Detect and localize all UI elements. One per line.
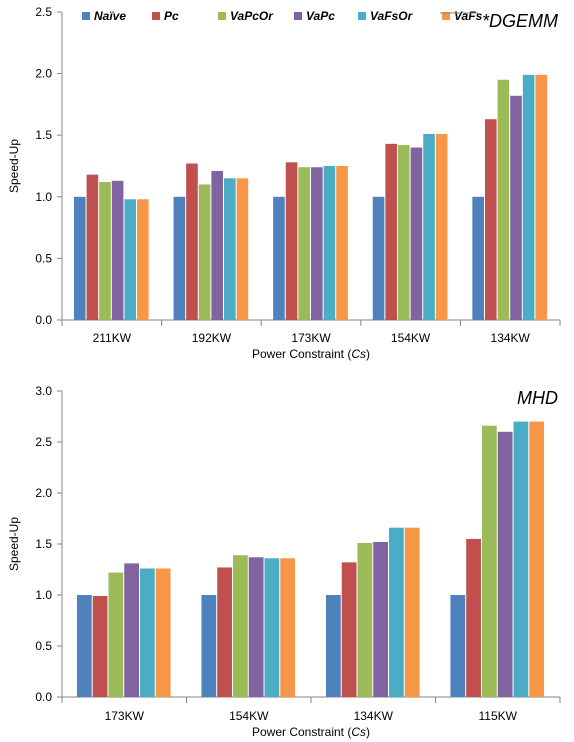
chart-2: 0.0 0.5 1.0 1.5 2.0 2.5 3.0 173KW 154KW 134KW 115K… (7, 384, 561, 739)
bar-vapcor (397, 145, 410, 320)
bar-vapcor (108, 572, 124, 697)
chart-title: *DGEMM (482, 11, 558, 31)
y-tick-label: 2.5 (35, 435, 52, 449)
bar-vapcor (298, 167, 310, 320)
bar-vafsor (224, 178, 236, 320)
x-tick-label: 192KW (192, 331, 232, 345)
y-tick-label: 0.0 (35, 313, 52, 327)
legend: Naïve Pc VaPcOr VaPc VaFsOr VaFs (82, 9, 483, 23)
bar-vafs (336, 166, 348, 320)
y-tick-label: 1.5 (35, 537, 52, 551)
bar-vapc (510, 95, 522, 320)
legend-label: Naïve (94, 9, 126, 23)
y-tick-label: 2.0 (35, 486, 52, 500)
bar-vafs (435, 133, 448, 320)
bar-vapc (410, 147, 423, 320)
x-tick-label: 154KW (391, 331, 431, 345)
bar-vapc (373, 541, 389, 697)
bar-vafsor (140, 568, 155, 697)
legend-swatch (82, 12, 90, 20)
bar-vapcor (198, 184, 211, 320)
legend-label: Pc (164, 9, 179, 23)
legend-label: VaPc (306, 9, 335, 23)
y-axis-label: Speed-Up (7, 517, 21, 571)
x-tick-label: 211KW (93, 331, 132, 345)
x-tick-label: 173KW (291, 331, 331, 345)
bar-pc (217, 567, 232, 697)
legend-swatch (294, 12, 302, 20)
y-tick-label: 1.5 (35, 128, 52, 142)
bar-vapc (111, 180, 124, 320)
bar-naïve (450, 595, 466, 697)
y-tick-label: 0.5 (35, 639, 52, 653)
legend-swatch (218, 12, 226, 20)
bar-naïve (173, 196, 186, 320)
bar-vapc (497, 431, 513, 697)
bar-naïve (472, 196, 484, 320)
bar-vapcor (481, 425, 497, 697)
bar-pc (385, 143, 397, 320)
x-tick-label: 134KW (354, 709, 394, 723)
bar-pc (92, 596, 108, 697)
x-axis-label: Power Constraint (Cs) (252, 725, 370, 739)
bar-vafs (280, 558, 296, 697)
chart-title: MHD (517, 388, 558, 408)
x-axis-label: Power Constraint (Cs) (252, 347, 370, 361)
x-tick-label: 134KW (491, 331, 531, 345)
bar-vafs (535, 74, 548, 320)
bar-vafs (137, 199, 149, 320)
bar-vafsor (423, 133, 435, 320)
bar-vapcor (232, 555, 248, 697)
bar-naïve (73, 196, 86, 320)
bar-vafs (529, 421, 545, 697)
bar-vafsor (124, 199, 137, 320)
bar-vapcor (357, 542, 373, 697)
bar-pc (186, 163, 198, 320)
y-axis-label: Speed-Up (7, 139, 21, 193)
bar-vapc (311, 167, 323, 320)
legend-swatch (442, 12, 450, 20)
legend-swatch (152, 12, 160, 20)
bar-pc (285, 162, 298, 320)
bar-vafsor (389, 527, 404, 697)
y-tick-label: 0.0 (35, 690, 52, 704)
bar-pc (341, 562, 357, 697)
bar-pc (484, 119, 497, 321)
bar-vafs (155, 568, 171, 697)
bar-naïve (76, 595, 92, 697)
bar-vapc (211, 170, 224, 320)
bar-naïve (273, 196, 285, 320)
bar-pc (466, 538, 481, 697)
legend-swatch (358, 12, 366, 20)
legend-label: VaPcOr (230, 9, 274, 23)
bar-vafsor (513, 421, 529, 697)
bar-vapc (124, 563, 140, 697)
y-tick-label: 1.0 (35, 190, 52, 204)
bar-naïve (201, 595, 217, 697)
bar-vafsor (522, 74, 535, 320)
bar-vafsor (323, 166, 336, 320)
x-tick-label: 154KW (229, 709, 269, 723)
x-tick-label: 115KW (479, 709, 518, 723)
y-tick-label: 0.5 (35, 251, 52, 265)
y-tick-label: 3.0 (35, 384, 52, 398)
bar-vapcor (497, 79, 510, 320)
x-tick-label: 173KW (105, 709, 145, 723)
y-tick-label: 2.5 (35, 5, 52, 19)
bar-vafs (236, 178, 249, 320)
bar-naïve (372, 196, 385, 320)
legend-label: VaFs (454, 9, 483, 23)
bar-pc (86, 174, 99, 320)
bar-vafsor (264, 558, 280, 697)
y-tick-label: 2.0 (35, 67, 52, 81)
chart-1: 0.0 0.5 1.0 1.5 2.0 2.5 211KW 192KW 173KW 154KW 13… (7, 5, 561, 361)
bar-vapc (248, 557, 264, 697)
bar-vapcor (99, 182, 111, 320)
bar-naïve (325, 595, 341, 697)
bar-vafs (404, 527, 420, 697)
legend-label: VaFsOr (370, 9, 414, 23)
y-tick-label: 1.0 (35, 588, 52, 602)
